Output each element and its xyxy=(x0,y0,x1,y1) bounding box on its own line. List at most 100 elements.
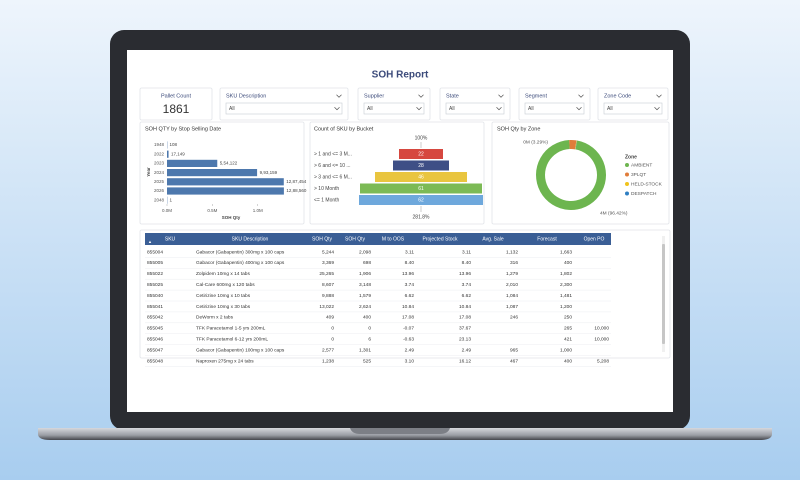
slicer-value[interactable]: All xyxy=(367,106,373,112)
table-cell: 3.11 xyxy=(405,249,414,255)
table-cell: 10.84 xyxy=(402,304,414,310)
table-cell: 421 xyxy=(564,336,572,342)
table-cell: 855004 xyxy=(147,249,163,255)
slicer-chevron xyxy=(498,94,504,98)
y-tick-label: 2048 xyxy=(154,197,165,202)
column-header[interactable]: Forecast xyxy=(537,236,557,242)
x-axis-title: SOH Qty xyxy=(222,215,241,220)
table-cell: 13,022 xyxy=(319,304,334,310)
column-header[interactable]: M to OOS xyxy=(382,236,405,242)
table-panel xyxy=(139,229,671,359)
table-cell: 3.11 xyxy=(462,249,471,255)
slicer-label: Zone Code xyxy=(604,93,631,99)
table-cell: 2,577 xyxy=(322,347,334,353)
table-cell: 250 xyxy=(564,315,572,321)
value-label: 17,149 xyxy=(171,151,185,156)
table-cell: 5,208 xyxy=(597,358,609,364)
table-cell: 525 xyxy=(363,358,371,364)
table-cell: -0.07 xyxy=(403,326,414,332)
table-cell: 17.08 xyxy=(459,315,471,321)
y-tick-label: 2026 xyxy=(154,188,165,193)
chart-title: SOH Qty by Zone xyxy=(497,126,540,132)
table-cell: TFK Paracetamol 1-5 yrs 200mL xyxy=(196,326,266,332)
table-cell: Gabacor (Gabapentin) 300mg x 100 caps xyxy=(196,249,285,255)
table-cell: 2,010 xyxy=(506,282,518,288)
slicer-chevron xyxy=(418,94,424,98)
slicer-dropdown[interactable] xyxy=(363,102,425,115)
legend-label: DESPATCH xyxy=(631,191,657,197)
table-cell: 1,084 xyxy=(506,293,518,299)
table-cell: 1,301 xyxy=(359,347,371,353)
column-header[interactable]: SOH Qty xyxy=(345,236,366,242)
table-cell: 1,279 xyxy=(506,271,518,277)
bar xyxy=(167,159,218,167)
slicer-value[interactable]: All xyxy=(449,106,455,112)
slicer-value[interactable]: All xyxy=(528,106,534,112)
slicer-dropdown[interactable] xyxy=(603,102,663,115)
table-cell: 265 xyxy=(564,326,572,332)
table-cell: 10,000 xyxy=(594,326,609,332)
column-header[interactable]: SKU Description xyxy=(232,236,269,242)
table-cell: 17.08 xyxy=(402,315,414,321)
table-cell: 855047 xyxy=(147,347,163,353)
value-label: 61 xyxy=(418,186,424,192)
dropdown-chevron xyxy=(496,107,502,111)
slicer-value[interactable]: All xyxy=(607,106,613,112)
kpi-value: 1861 xyxy=(163,102,190,116)
table-cell: 25,265 xyxy=(319,271,334,277)
table-cell: 3,369 xyxy=(322,260,334,266)
slicer-dropdown[interactable] xyxy=(524,102,585,115)
table-cell: 10.84 xyxy=(459,304,471,310)
value-label: 12,87,454 xyxy=(286,179,307,184)
table-cell: 1,802 xyxy=(560,271,572,277)
legend-swatch xyxy=(625,191,629,196)
table-cell: 1,481 xyxy=(560,293,572,299)
table-cell: 3.74 xyxy=(405,282,415,288)
category-label: <= 1 Month xyxy=(314,197,340,203)
value-label: 1 xyxy=(170,197,173,202)
table-cell: 1,132 xyxy=(506,249,518,255)
column-header[interactable]: Projected Stock xyxy=(422,236,458,242)
value-label: 9,93,159 xyxy=(260,170,278,175)
slicer-dropdown[interactable] xyxy=(225,102,343,115)
table-cell: 855046 xyxy=(147,336,163,342)
legend-label: AMBIENT xyxy=(631,162,652,168)
x-tick-label: 0.0M xyxy=(162,208,172,213)
column-header[interactable]: Avg. Sale xyxy=(482,236,504,242)
table-cell: -0.63 xyxy=(403,336,414,342)
table-cell: 2,624 xyxy=(359,304,371,310)
y-tick-label: 2024 xyxy=(154,170,165,175)
legend-label: 3PLQT xyxy=(631,172,646,178)
table-cell: 316 xyxy=(510,260,518,266)
slicer-value[interactable]: All xyxy=(229,106,235,112)
table-cell: 400 xyxy=(564,358,572,364)
slicer-chevron xyxy=(656,94,662,98)
table-cell: 3.10 xyxy=(405,358,415,364)
table-cell: Zolpidem 10mg x 14 tabs xyxy=(196,271,250,277)
table-cell: Cal-Care 600mg x 120 tabs xyxy=(196,282,255,288)
column-header[interactable]: SKU xyxy=(165,236,176,242)
table-cell: 8,607 xyxy=(322,282,334,288)
donut-slice xyxy=(575,140,577,150)
slicer-dropdown[interactable] xyxy=(445,102,505,115)
dropdown-chevron xyxy=(416,107,422,111)
legend-label: HELD-STOCK xyxy=(631,181,663,187)
value-label: 0M (3.29%) xyxy=(523,139,548,145)
column-header[interactable]: Open PO xyxy=(584,236,605,242)
table-cell: 2,098 xyxy=(359,249,371,255)
funnel-bar xyxy=(359,195,483,205)
table-cell: 6.62 xyxy=(462,293,472,299)
value-label: 28 xyxy=(418,163,424,169)
report-title: SOH Report xyxy=(372,70,429,81)
column-header[interactable]: SOH Qty xyxy=(312,236,333,242)
y-tick-label: 1948 xyxy=(154,142,165,147)
value-label: 46 xyxy=(418,175,424,181)
funnel-bar xyxy=(399,149,443,159)
y-tick-label: 2023 xyxy=(154,161,165,166)
value-label: 62 xyxy=(418,198,424,204)
scrollbar-thumb[interactable] xyxy=(662,244,665,344)
kpi-label: Pallet Count xyxy=(161,93,191,99)
table-cell: 5,244 xyxy=(322,249,334,255)
bar xyxy=(167,169,258,177)
